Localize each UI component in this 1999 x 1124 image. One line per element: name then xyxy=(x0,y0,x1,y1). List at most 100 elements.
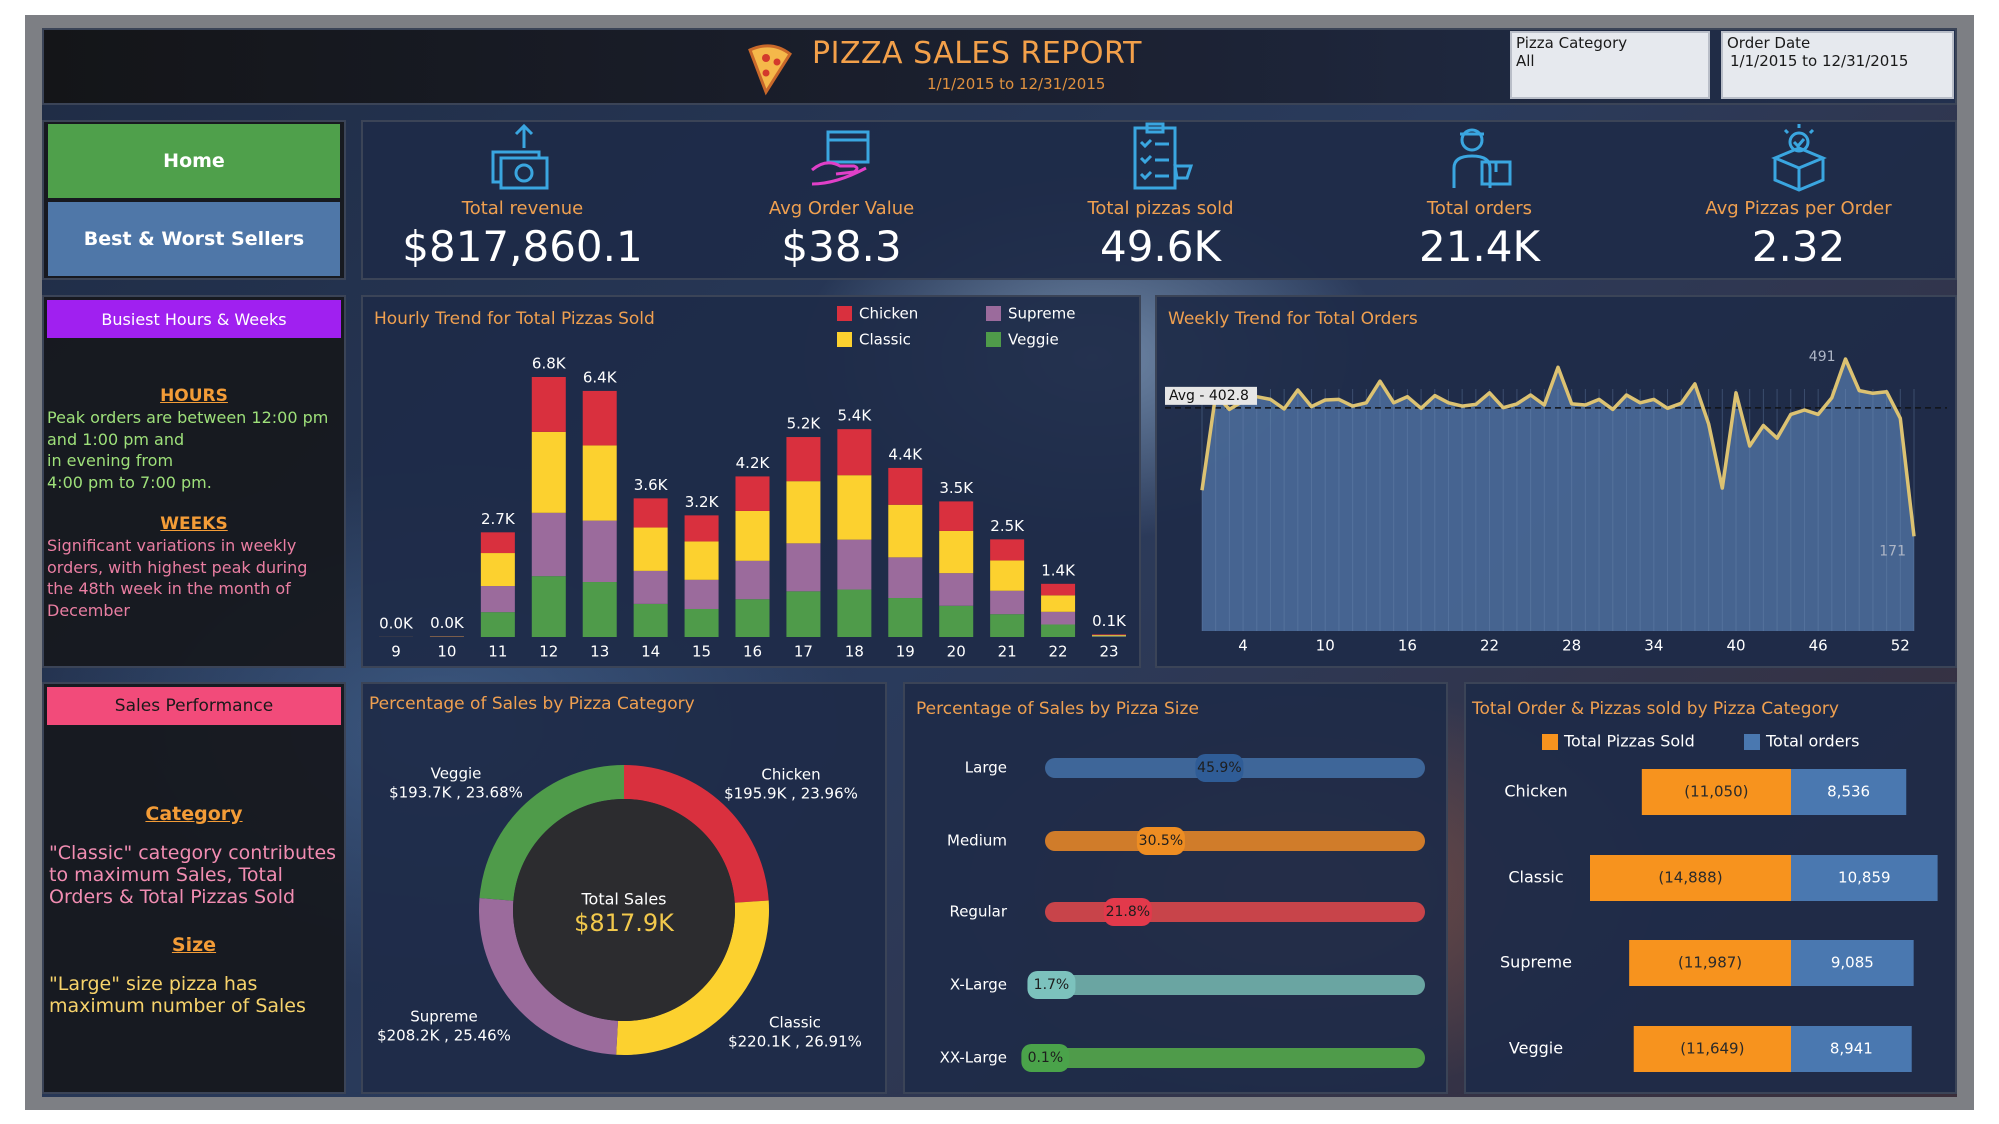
bar-segment xyxy=(735,476,770,511)
bar xyxy=(1641,769,1791,815)
frame: PIZZA SALES REPORT 1/1/2015 to 12/31/201… xyxy=(25,15,1974,1110)
bar-segment xyxy=(480,532,515,554)
report-title: PIZZA SALES REPORT xyxy=(812,36,1142,71)
value-bubble xyxy=(1021,1044,1070,1072)
section-line: maximum number of Sales xyxy=(49,995,306,1017)
bar-segment xyxy=(990,614,1025,637)
value-label: (11,050) xyxy=(1684,783,1748,801)
value-label: (11,987) xyxy=(1678,954,1742,972)
insight-panel: Busiest Hours & Weeks HOURS Peak orders a… xyxy=(42,295,346,668)
nav-button[interactable]: Home xyxy=(48,124,340,198)
track xyxy=(1045,975,1425,995)
slice-label: $208.2K , 25.46% xyxy=(377,1027,511,1045)
x-tick-label: 17 xyxy=(794,643,813,661)
legend-label: Total Pizzas Sold xyxy=(1563,732,1695,751)
legend-swatch xyxy=(1744,734,1760,750)
bar-segment xyxy=(786,481,821,544)
filter-value: All xyxy=(1516,52,1535,70)
slice-name: Veggie xyxy=(431,765,482,783)
value-label: (11,649) xyxy=(1680,1040,1744,1058)
text-section: HOURS Peak orders are between 12:00 pm and… xyxy=(44,385,344,493)
donut-segment xyxy=(616,900,770,1056)
x-tick-label: 4 xyxy=(1238,637,1248,655)
value-label: 1.7% xyxy=(1034,977,1070,993)
kpi: Total revenue $817,860.1 xyxy=(363,122,682,278)
nav-button[interactable]: Best & Worst Sellers xyxy=(48,202,340,276)
legend-label: Total orders xyxy=(1765,732,1859,751)
bar xyxy=(1590,855,1791,901)
total-label: 5.4K xyxy=(838,407,873,425)
donut-segment xyxy=(479,765,624,901)
reference-label: Avg - 402.8 xyxy=(1169,388,1249,404)
section-line: and 1:00 pm and xyxy=(47,429,185,449)
pepperoni xyxy=(773,58,781,66)
chart-title: Percentage of Sales by Pizza Size xyxy=(916,699,1199,719)
filter-box[interactable]: Pizza Category All xyxy=(1510,31,1710,99)
bar-segment xyxy=(1092,635,1126,637)
reference-label-box xyxy=(1165,386,1257,405)
kpi-icon xyxy=(491,123,549,190)
legend-label: Classic xyxy=(859,331,911,349)
section-heading: Size xyxy=(171,934,217,956)
value-label: 0.1% xyxy=(1028,1050,1064,1066)
pepperoni xyxy=(762,69,770,77)
bar-segment xyxy=(939,530,974,574)
value-label: 21.8% xyxy=(1106,904,1150,920)
filter-box[interactable]: Order Date 1/1/2015 to 12/31/2015 xyxy=(1721,31,1954,99)
chart: Weekly Trend for Total Orders Avg - 402.… xyxy=(1165,309,1947,655)
category-label: XX-Large xyxy=(940,1049,1007,1067)
section-line: Significant variations in weekly xyxy=(47,536,297,555)
value-label: (14,888) xyxy=(1658,869,1722,887)
panel-title: Busiest Hours & Weeks xyxy=(47,300,341,338)
legend-swatch xyxy=(1542,734,1558,750)
section-line: orders, with highest peak during xyxy=(47,557,308,577)
section-line: Orders & Total Pizzas Sold xyxy=(49,886,296,908)
text-section: Category "Classic" category contributes to… xyxy=(44,802,344,908)
panel-title: Sales Performance xyxy=(47,687,341,725)
donut-hole xyxy=(513,799,735,1021)
legend-swatch xyxy=(986,332,1001,347)
x-tick-label: 18 xyxy=(845,643,864,661)
bar-segment xyxy=(888,598,923,637)
bar-segment xyxy=(837,589,872,637)
bar-segment xyxy=(837,475,872,540)
bar-segment xyxy=(1041,624,1076,637)
bar xyxy=(1791,769,1907,815)
total-label: 2.5K xyxy=(990,517,1025,535)
slice-name: Supreme xyxy=(410,1008,477,1026)
total-label: 0.0K xyxy=(430,614,465,632)
x-tick-label: 20 xyxy=(947,643,966,661)
category-label: Veggie xyxy=(1509,1039,1563,1058)
bar-segment xyxy=(582,520,617,583)
legend-swatch xyxy=(837,306,852,321)
bar-segment xyxy=(531,512,566,577)
report-subtitle: 1/1/2015 to 12/31/2015 xyxy=(927,75,1106,93)
bar-segment xyxy=(633,570,668,604)
legend-swatch xyxy=(986,306,1001,321)
bar-segment xyxy=(888,467,923,505)
chart-panel: Hourly Trend for Total Pizzas Sold Chick… xyxy=(361,295,1141,668)
line xyxy=(1200,357,1916,537)
chart: Hourly Trend for Total Pizzas Sold Chick… xyxy=(374,305,1127,661)
bar xyxy=(1629,940,1791,986)
bar xyxy=(1791,855,1938,901)
value-label: 9,085 xyxy=(1831,954,1874,972)
category-label: Large xyxy=(965,759,1007,777)
slice-label: $193.7K , 23.68% xyxy=(389,784,523,802)
x-tick-label: 23 xyxy=(1099,643,1118,661)
center-title: Total Sales xyxy=(580,890,666,909)
total-label: 5.2K xyxy=(787,415,822,433)
chart-panel: Weekly Trend for Total Orders Avg - 402.… xyxy=(1155,295,1957,668)
total-label: 4.2K xyxy=(736,454,771,472)
bar-segment xyxy=(939,501,974,531)
value-label: 8,536 xyxy=(1827,783,1870,801)
x-tick-label: 11 xyxy=(488,643,507,661)
bar-segment xyxy=(837,539,872,590)
legend-swatch xyxy=(837,332,852,347)
kpi-label: Total orders xyxy=(1426,198,1533,219)
bar-segment xyxy=(990,539,1025,561)
section-heading: HOURS xyxy=(160,386,228,406)
bar-segment xyxy=(684,608,719,637)
category-label: Regular xyxy=(949,903,1007,921)
